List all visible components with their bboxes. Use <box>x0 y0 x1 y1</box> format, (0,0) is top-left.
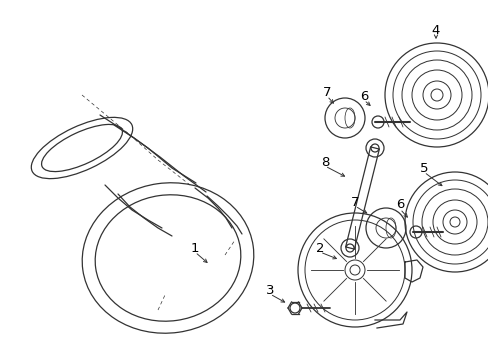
Text: 7: 7 <box>322 85 330 99</box>
Text: 6: 6 <box>395 198 404 211</box>
Text: 2: 2 <box>315 242 324 255</box>
Text: 1: 1 <box>190 242 199 255</box>
Text: 7: 7 <box>350 195 359 208</box>
Text: 5: 5 <box>419 162 427 175</box>
Text: 8: 8 <box>320 156 328 168</box>
Text: 4: 4 <box>431 23 439 36</box>
Text: 6: 6 <box>359 90 367 103</box>
Text: 3: 3 <box>265 284 274 297</box>
